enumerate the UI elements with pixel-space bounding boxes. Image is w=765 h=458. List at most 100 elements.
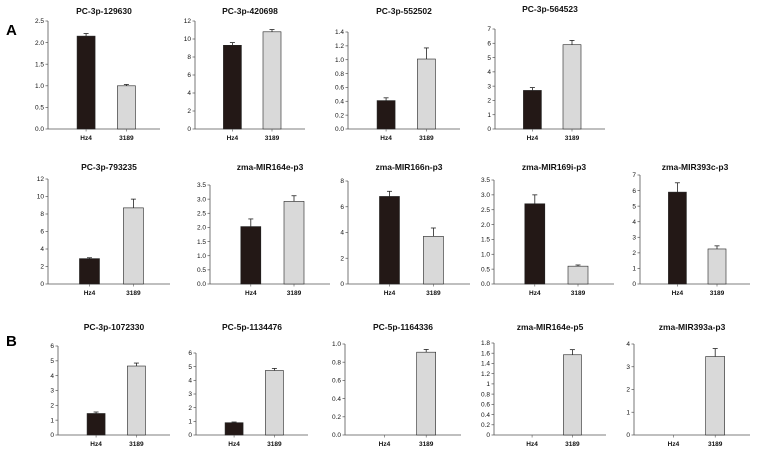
y-tick-label: 2 [632,250,636,257]
y-tick-label: 1.0 [332,341,341,348]
bar-3189 [567,265,589,285]
x-category-label: Hz4 [672,290,684,297]
y-tick-label: 0.6 [335,85,344,92]
y-tick-label: 10 [37,194,45,201]
bar-hz4 [86,413,106,436]
y-tick-label: 4 [188,378,192,385]
y-tick-label: 1 [487,112,491,119]
x-category-label: Hz4 [245,290,257,297]
y-tick-label: 6 [632,188,636,195]
y-tick-label: 2.5 [481,207,490,214]
y-tick-label: 2.5 [35,18,44,25]
y-tick-label: 2 [340,255,344,262]
x-category-label: 3189 [710,290,725,297]
y-tick-label: 3.5 [481,177,490,184]
chart-11: PC-5p-1134476 0 1 2 3 4 5 6 Hz4 3189 [188,322,308,448]
chart-6: zma-MIR164e-p3 0.0 0.5 1.0 1.5 2.0 2.5 3.0 3.5 Hz… [197,162,330,297]
y-tick-label: 4 [340,230,344,237]
y-tick-label: 2.0 [481,222,490,229]
y-tick-label: 0.8 [335,71,344,78]
x-category-label: 3189 [571,290,586,297]
y-tick-label: 0 [187,126,191,133]
y-tick-label: 1 [626,409,630,416]
chart-5: PC-3p-793235 0 2 4 6 8 10 12 Hz4 3189 [37,162,170,297]
y-tick-label: 0.4 [481,412,490,419]
bar-3189 [123,207,144,285]
x-category-label: Hz4 [380,135,392,142]
bar-hz4 [379,196,400,285]
chart-7: zma-MIR166n-p3 0 2 4 6 8 Hz4 3189 [340,162,470,297]
x-category-label: 3189 [265,135,280,142]
chart-title: PC-5p-1164336 [373,322,433,332]
bar-hz4 [668,191,687,285]
y-tick-label: 4 [632,219,636,226]
panel-label-a: A [6,22,17,39]
y-tick-label: 0.0 [481,281,490,288]
y-tick-label: 0.2 [332,414,341,421]
panel-label-b: B [6,333,17,350]
y-tick-label: 0 [50,432,54,439]
y-tick-label: 0.5 [481,266,490,273]
chart-title: PC-3p-552502 [376,6,432,16]
y-tick-label: 3.0 [481,192,490,199]
bar-3189 [265,370,284,436]
bar-hz4 [223,44,242,130]
y-tick-label: 0 [40,281,44,288]
chart-1: PC-3p-129630 0.0 0.5 1.0 1.5 2.0 2.5 Hz4 3189 [35,6,160,142]
y-tick-label: 2.5 [197,210,206,217]
y-tick-label: 4 [40,246,44,253]
y-tick-label: 10 [184,36,192,43]
y-tick-label: 0.2 [481,422,490,429]
y-tick-label: 2 [626,387,630,394]
y-tick-label: 1 [188,419,192,426]
y-tick-label: 0.4 [332,396,341,403]
x-category-label: Hz4 [526,441,538,448]
y-tick-label: 6 [188,350,192,357]
y-tick-label: 0.8 [332,359,341,366]
y-tick-label: 1.0 [481,251,490,258]
x-category-label: Hz4 [90,441,102,448]
x-category-label: Hz4 [84,290,96,297]
y-tick-label: 2 [487,98,491,105]
y-tick-label: 0 [632,281,636,288]
y-tick-label: 1.0 [197,253,206,260]
chart-8: zma-MIR169i-p3 0.0 0.5 1.0 1.5 2.0 2.5 3.0 3.5 Hz… [481,162,614,297]
y-tick-label: 0 [626,432,630,439]
y-tick-label: 2 [187,108,191,115]
y-tick-label: 1 [632,266,636,273]
chart-title: PC-3p-564523 [522,4,578,14]
chart-3: PC-3p-552502 0.0 0.2 0.4 0.6 0.8 1.0 1.2 1.4 Hz4 3… [335,6,460,142]
chart-title: PC-3p-1072330 [84,322,145,332]
y-tick-label: 1 [50,417,54,424]
y-tick-label: 1 [486,381,490,388]
x-category-label: Hz4 [668,441,680,448]
y-tick-label: 1.2 [481,371,490,378]
y-tick-label: 12 [184,18,192,25]
y-tick-label: 7 [487,26,491,33]
chart-title: PC-3p-420698 [222,6,278,16]
y-tick-label: 6 [487,40,491,47]
chart-title: zma-MIR164e-p5 [517,322,584,332]
bar-3189 [416,351,437,436]
y-tick-label: 2.0 [35,40,44,47]
y-tick-label: 0.0 [35,126,44,133]
bar-3189 [117,85,136,130]
y-tick-label: 0 [188,432,192,439]
y-tick-label: 0.5 [197,267,206,274]
y-tick-label: 3.0 [197,196,206,203]
chart-title: PC-3p-793235 [81,162,137,172]
y-tick-label: 0 [487,126,491,133]
y-tick-label: 1.5 [481,237,490,244]
y-tick-label: 0.8 [481,391,490,398]
chart-13: zma-MIR164e-p5 0 0.2 0.4 0.6 0.8 1 1.2 1.4 1.6 1.8… [481,322,606,448]
y-tick-label: 5 [188,364,192,371]
x-category-label: 3189 [565,441,580,448]
y-tick-label: 0 [340,281,344,288]
y-tick-label: 1.5 [197,239,206,246]
y-tick-label: 3 [626,364,630,371]
x-category-label: 3189 [129,441,144,448]
y-tick-label: 1.4 [335,29,344,36]
y-tick-label: 0.6 [481,402,490,409]
bar-hz4 [376,100,396,130]
